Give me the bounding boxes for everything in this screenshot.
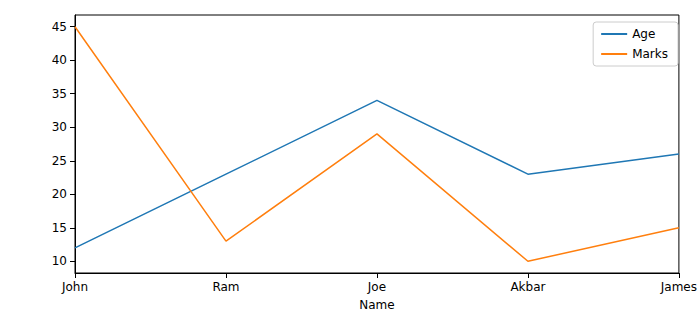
svg-text:20: 20 [52,187,67,201]
svg-text:John: John [61,280,88,294]
svg-text:Akbar: Akbar [510,280,545,294]
svg-text:40: 40 [52,53,67,67]
svg-text:25: 25 [52,154,67,168]
svg-text:Joe: Joe [367,280,386,294]
svg-text:James: James [660,280,697,294]
svg-text:10: 10 [52,254,67,268]
svg-text:Marks: Marks [632,47,668,61]
svg-text:30: 30 [52,120,67,134]
svg-text:Name: Name [359,298,394,312]
svg-text:45: 45 [52,20,67,34]
svg-text:35: 35 [52,87,67,101]
svg-text:Ram: Ram [212,280,239,294]
svg-text:15: 15 [52,221,67,235]
svg-text:Age: Age [632,27,655,41]
